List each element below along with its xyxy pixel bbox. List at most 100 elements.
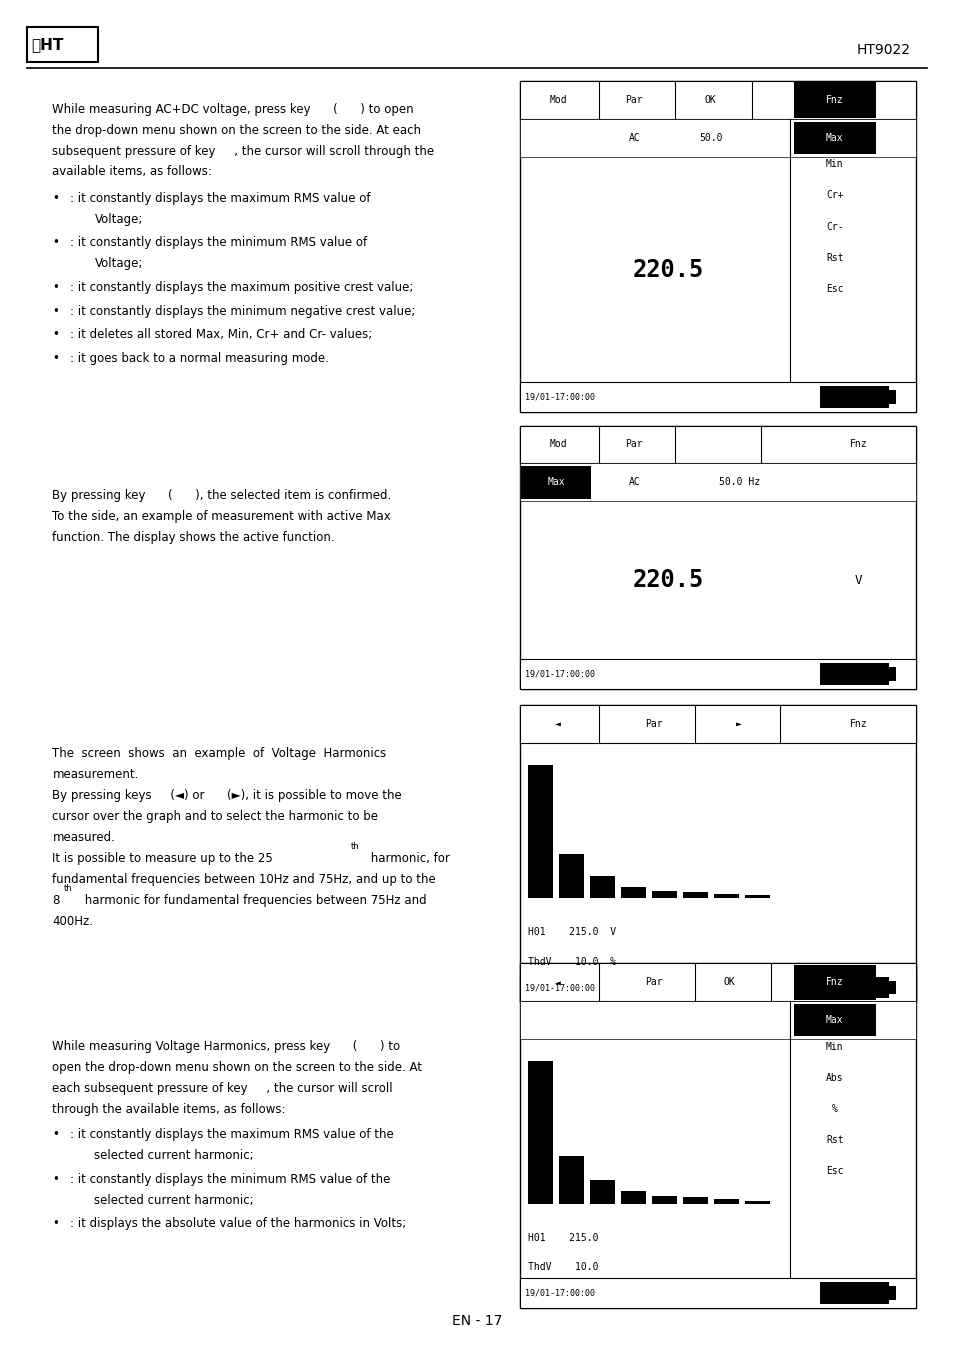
Bar [888, 390, 895, 404]
Bar [888, 1286, 895, 1300]
Bar [519, 705, 915, 1002]
Bar [519, 463, 915, 501]
Bar [589, 875, 614, 898]
Text: th: th [351, 843, 359, 851]
Bar [743, 1201, 769, 1204]
Text: 19/01-17:00:00: 19/01-17:00:00 [524, 984, 594, 992]
Bar [519, 382, 915, 412]
Text: OK: OK [723, 977, 735, 988]
Text: By pressing keys     (◄) or      (►), it is possible to move the: By pressing keys (◄) or (►), it is possi… [52, 789, 402, 802]
Text: the drop-down menu shown on the screen to the side. At each: the drop-down menu shown on the screen t… [52, 123, 421, 136]
Text: 220.5: 220.5 [632, 569, 702, 592]
Bar [651, 892, 676, 898]
Bar [527, 1062, 552, 1204]
Text: AC: AC [628, 477, 639, 488]
Bar [519, 81, 915, 412]
Text: Voltage;: Voltage; [94, 257, 143, 270]
Text: V: V [854, 574, 862, 586]
Text: Esc: Esc [825, 1166, 842, 1175]
Bar [519, 119, 915, 157]
Bar [888, 981, 895, 994]
Bar [519, 426, 915, 689]
Bar [793, 965, 875, 1000]
Text: Esc: Esc [825, 284, 842, 293]
Text: Par: Par [644, 719, 661, 730]
Text: While measuring AC+DC voltage, press key      (      ) to open: While measuring AC+DC voltage, press key… [52, 103, 414, 116]
Text: ◄: ◄ [555, 719, 560, 730]
Bar [743, 896, 769, 898]
Bar [527, 765, 552, 898]
Bar [558, 854, 583, 898]
Text: Fnz: Fnz [825, 977, 842, 988]
Text: Min: Min [825, 159, 842, 169]
Text: harmonic for fundamental frequencies between 75Hz and: harmonic for fundamental frequencies bet… [81, 894, 426, 907]
Text: : it goes back to a normal measuring mode.: : it goes back to a normal measuring mod… [70, 351, 328, 365]
Text: subsequent pressure of key     , the cursor will scroll through the: subsequent pressure of key , the cursor … [52, 145, 435, 158]
Text: %: % [831, 1104, 837, 1113]
Text: •: • [52, 281, 59, 295]
Text: •: • [52, 1128, 59, 1142]
Text: •: • [52, 328, 59, 342]
Bar [820, 663, 888, 685]
Bar [793, 82, 875, 118]
Bar [820, 386, 888, 408]
Bar [820, 1282, 888, 1304]
Text: : it constantly displays the minimum RMS value of: : it constantly displays the minimum RMS… [70, 236, 366, 250]
Bar [519, 963, 915, 1001]
Text: 19/01-17:00:00: 19/01-17:00:00 [524, 1289, 594, 1297]
Bar [682, 893, 707, 898]
Text: 220.5: 220.5 [632, 258, 702, 281]
Text: •: • [52, 351, 59, 365]
Text: 8: 8 [52, 894, 60, 907]
Text: •: • [52, 304, 59, 317]
Bar [620, 1192, 645, 1204]
Text: H01    215.0  V: H01 215.0 V [527, 927, 615, 938]
Text: Rst: Rst [825, 1135, 842, 1144]
Text: harmonic, for: harmonic, for [367, 852, 450, 865]
Text: open the drop-down menu shown on the screen to the side. At: open the drop-down menu shown on the scr… [52, 1062, 422, 1074]
Text: ⍨HT: ⍨HT [31, 36, 64, 53]
Text: ThdV    10.0: ThdV 10.0 [527, 1262, 598, 1273]
Text: Par: Par [644, 977, 661, 988]
Bar [793, 122, 875, 154]
Text: Max: Max [825, 132, 842, 143]
Text: Rst: Rst [825, 253, 842, 262]
Text: While measuring Voltage Harmonics, press key      (      ) to: While measuring Voltage Harmonics, press… [52, 1040, 400, 1054]
Text: The  screen  shows  an  example  of  Voltage  Harmonics: The screen shows an example of Voltage H… [52, 747, 386, 761]
Text: selected current harmonic;: selected current harmonic; [94, 1194, 253, 1206]
Text: : it constantly displays the maximum positive crest value;: : it constantly displays the maximum pos… [70, 281, 413, 295]
Text: •: • [52, 236, 59, 250]
Text: •: • [52, 1217, 59, 1231]
Bar [519, 1278, 915, 1308]
Bar [520, 466, 591, 499]
Text: th: th [64, 885, 72, 893]
Text: : it constantly displays the maximum RMS value of: : it constantly displays the maximum RMS… [70, 192, 370, 205]
Bar [558, 1156, 583, 1204]
Text: •: • [52, 192, 59, 205]
Bar [682, 1197, 707, 1204]
Text: H01    215.0: H01 215.0 [527, 1232, 598, 1243]
Text: Mod: Mod [549, 95, 566, 105]
Text: By pressing key      (      ), the selected item is confirmed.: By pressing key ( ), the selected item i… [52, 489, 392, 503]
Text: OK: OK [704, 95, 716, 105]
Bar [27, 27, 98, 62]
Bar [651, 1196, 676, 1204]
Bar [713, 894, 738, 898]
Text: AC: AC [628, 132, 639, 143]
Text: : it constantly displays the minimum negative crest value;: : it constantly displays the minimum neg… [70, 304, 415, 317]
Text: 50.0 Hz: 50.0 Hz [718, 477, 760, 488]
Text: fundamental frequencies between 10Hz and 75Hz, and up to the: fundamental frequencies between 10Hz and… [52, 873, 436, 886]
Text: To the side, an example of measurement with active Max: To the side, an example of measurement w… [52, 509, 391, 523]
Text: selected current harmonic;: selected current harmonic; [94, 1148, 253, 1162]
Text: ►: ► [736, 719, 741, 730]
Bar [519, 81, 915, 119]
Text: measured.: measured. [52, 831, 115, 844]
Text: Min: Min [825, 1042, 842, 1051]
Text: : it constantly displays the maximum RMS value of the: : it constantly displays the maximum RMS… [70, 1128, 393, 1142]
Text: Fnz: Fnz [849, 439, 866, 450]
Bar [589, 1179, 614, 1204]
Text: cursor over the graph and to select the harmonic to be: cursor over the graph and to select the … [52, 811, 378, 823]
Text: It is possible to measure up to the 25: It is possible to measure up to the 25 [52, 852, 273, 865]
Text: Fnz: Fnz [849, 719, 866, 730]
Bar [888, 667, 895, 681]
